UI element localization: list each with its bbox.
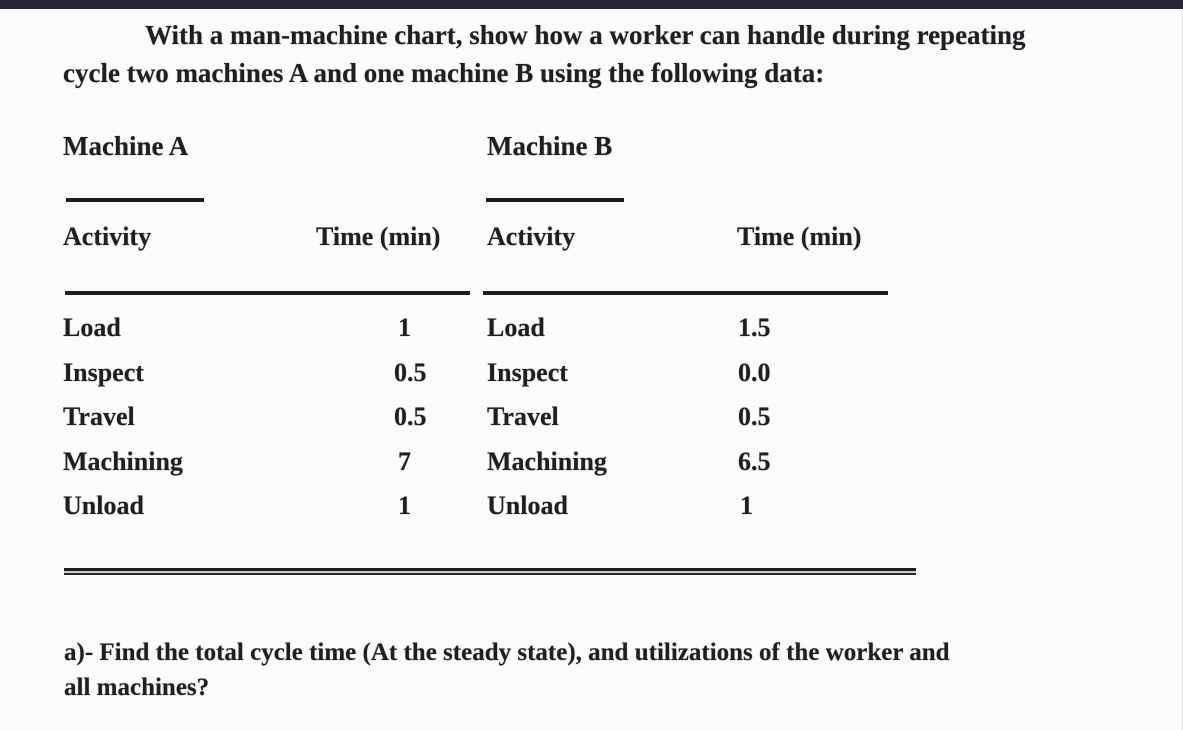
time-cell: 0.5: [394, 402, 427, 431]
top-window-bar: [0, 0, 1183, 9]
question-line-1: a)- Find the total cycle time (At the st…: [64, 639, 950, 666]
machine-b-header-rule: [483, 291, 888, 295]
time-cell: 0.5: [738, 402, 771, 431]
machine-a-time-header: Time (min): [316, 222, 441, 251]
table-bottom-rule: [64, 568, 916, 575]
problem-intro-line-2: cycle two machines A and one machine B u…: [63, 58, 825, 88]
activity-cell: Inspect: [487, 358, 568, 387]
activity-cell: Travel: [487, 402, 559, 431]
machine-a-activity-header: Activity: [63, 222, 152, 251]
machine-b-time-header: Time (min): [737, 222, 862, 251]
time-cell: 1: [740, 491, 753, 520]
time-cell: 1.5: [738, 313, 771, 342]
question-line-2: all machines?: [64, 674, 210, 701]
machine-b-activity-header: Activity: [487, 222, 576, 251]
time-cell: 1: [398, 491, 411, 520]
activity-cell: Machining: [487, 447, 607, 476]
time-cell: 0.0: [738, 358, 771, 387]
activity-cell: Inspect: [63, 358, 144, 387]
activity-cell: Machining: [63, 447, 183, 476]
machine-a-header-rule: [65, 291, 470, 295]
activity-cell: Unload: [487, 491, 568, 520]
activity-cell: Load: [63, 313, 121, 342]
problem-intro-line-1: With a man-machine chart, show how a wor…: [145, 20, 1026, 50]
activity-cell: Load: [487, 313, 545, 342]
activity-cell: Travel: [63, 402, 135, 431]
machine-a-title: Machine A: [63, 131, 189, 161]
time-cell: 1: [398, 313, 411, 342]
page-edge-shadow: [1181, 9, 1183, 730]
time-cell: 6.5: [738, 447, 771, 476]
activity-cell: Unload: [63, 491, 144, 520]
time-cell: 0.5: [394, 358, 427, 387]
machine-b-title: Machine B: [487, 131, 613, 161]
machine-b-title-underline: [486, 198, 624, 202]
machine-a-title-underline: [66, 198, 204, 202]
time-cell: 7: [398, 447, 411, 476]
